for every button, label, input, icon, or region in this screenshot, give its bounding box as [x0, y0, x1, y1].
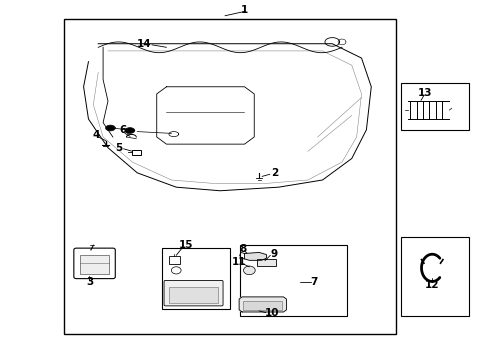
Text: 15: 15	[179, 240, 193, 250]
Text: 2: 2	[270, 168, 278, 178]
Text: 3: 3	[85, 277, 93, 287]
Bar	[256, 259, 276, 266]
Polygon shape	[106, 126, 114, 130]
Text: 5: 5	[115, 143, 122, 153]
Polygon shape	[126, 129, 134, 133]
FancyBboxPatch shape	[163, 280, 223, 306]
Text: 11: 11	[231, 257, 245, 267]
Text: 12: 12	[424, 280, 438, 290]
Text: 6: 6	[119, 125, 126, 135]
Text: 14: 14	[137, 39, 152, 49]
Bar	[239, 244, 346, 316]
Polygon shape	[244, 252, 266, 260]
Bar	[80, 255, 109, 274]
FancyBboxPatch shape	[74, 248, 115, 279]
Bar	[132, 150, 141, 155]
Polygon shape	[239, 297, 286, 312]
Text: 4: 4	[92, 130, 100, 140]
Bar	[64, 19, 395, 334]
Bar	[168, 287, 217, 303]
Bar	[400, 83, 468, 130]
Text: 8: 8	[239, 244, 245, 254]
Text: 13: 13	[417, 88, 431, 98]
Bar	[168, 256, 179, 264]
Text: 7: 7	[310, 277, 317, 287]
Text: 9: 9	[270, 248, 277, 258]
Circle shape	[243, 266, 255, 275]
Text: 10: 10	[264, 309, 279, 318]
Bar	[400, 237, 468, 316]
Bar	[161, 248, 229, 309]
Text: 1: 1	[241, 5, 247, 15]
Circle shape	[171, 267, 181, 274]
Bar	[243, 301, 282, 310]
